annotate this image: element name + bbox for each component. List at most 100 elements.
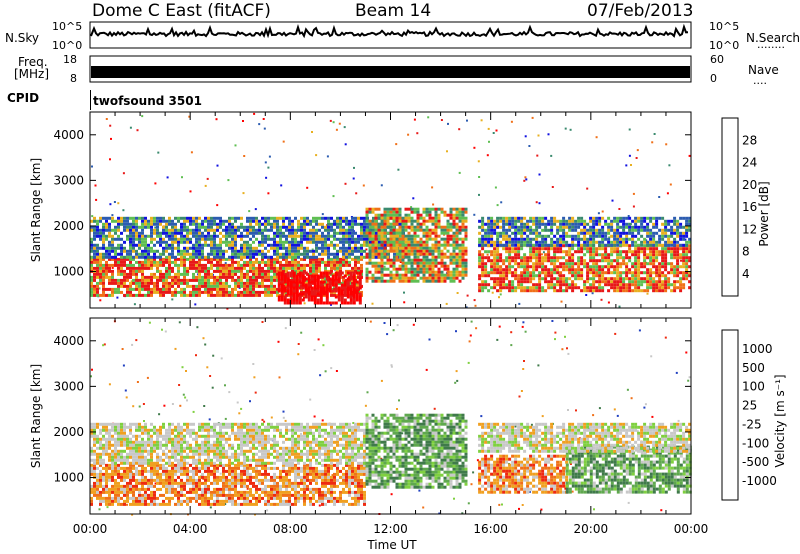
range-cell — [631, 265, 635, 269]
range-cell — [321, 249, 324, 253]
range-cell — [395, 258, 399, 262]
range-cell — [431, 261, 435, 265]
range-cell — [342, 231, 345, 235]
range-cell — [371, 246, 375, 250]
range-cell — [225, 278, 228, 282]
range-cell — [93, 249, 96, 253]
range-cell — [514, 231, 518, 235]
range-cell — [343, 283, 347, 287]
range-cell — [592, 234, 596, 238]
range-cell — [676, 274, 680, 278]
range-cell — [484, 274, 488, 278]
range-cell — [117, 246, 120, 250]
range-cell — [328, 289, 332, 293]
range-cell — [153, 249, 156, 253]
range-cell — [377, 264, 381, 268]
range-cell — [670, 250, 674, 254]
range-cell — [413, 207, 417, 211]
range-cell — [452, 279, 456, 283]
range-cell — [643, 247, 647, 251]
range-cell — [210, 272, 213, 276]
range-cell — [386, 237, 390, 241]
range-cell — [499, 225, 503, 229]
scatter-cell — [171, 298, 174, 301]
range-cell — [481, 274, 485, 278]
range-cell — [541, 234, 545, 238]
range-cell — [267, 219, 270, 223]
range-cell — [141, 263, 144, 267]
range-cell — [168, 260, 171, 264]
range-cell — [231, 275, 234, 279]
range-cell — [324, 246, 327, 250]
range-cell — [419, 240, 423, 244]
range-cell — [592, 247, 596, 251]
range-cell — [425, 243, 429, 247]
range-cell — [165, 257, 168, 261]
scatter-cell — [224, 262, 227, 265]
range-cell — [90, 293, 93, 297]
range-cell — [273, 237, 276, 241]
range-cell — [159, 278, 162, 282]
range-cell — [553, 247, 557, 251]
range-cell — [228, 266, 231, 270]
range-cell — [565, 283, 569, 287]
range-cell — [204, 284, 207, 288]
range-cell — [180, 228, 183, 232]
range-cell — [520, 231, 524, 235]
range-cell — [484, 243, 488, 247]
range-cell — [371, 210, 375, 214]
range-cell — [643, 250, 647, 254]
range-cell — [643, 262, 647, 266]
range-cell — [231, 240, 234, 244]
scatter-cell — [664, 336, 667, 339]
range-cell — [321, 231, 324, 235]
range-cell — [243, 246, 246, 250]
scatter-cell — [113, 201, 116, 203]
range-cell — [634, 250, 638, 254]
range-cell — [643, 244, 647, 248]
range-cell — [589, 253, 593, 257]
power-colorbar-label: Power [dB] — [757, 181, 771, 246]
range-cell — [231, 222, 234, 226]
range-cell — [502, 219, 506, 223]
range-cell — [655, 243, 659, 247]
range-cell — [443, 240, 447, 244]
range-cell — [270, 246, 273, 250]
range-cell — [517, 265, 521, 269]
scatter-cell — [331, 474, 334, 477]
range-cell — [216, 234, 219, 238]
range-cell — [358, 301, 362, 305]
range-cell — [568, 250, 572, 254]
range-cell — [490, 243, 494, 247]
range-cell — [237, 263, 240, 267]
range-cell — [237, 275, 240, 279]
range-cell — [374, 261, 378, 265]
scatter-cell — [133, 303, 136, 306]
range-cell — [416, 243, 420, 247]
range-cell — [586, 240, 590, 244]
scatter-cell — [111, 266, 114, 269]
range-cell — [368, 210, 372, 214]
range-cell — [622, 283, 626, 287]
range-cell — [327, 249, 330, 253]
range-cell — [294, 231, 297, 235]
range-cell — [520, 240, 524, 244]
range-cell — [298, 274, 302, 278]
range-cell — [404, 243, 408, 247]
range-cell — [264, 255, 267, 259]
range-cell — [544, 234, 548, 238]
range-cell — [517, 280, 521, 284]
range-cell — [234, 278, 237, 282]
range-cell — [105, 237, 108, 241]
range-cell — [123, 240, 126, 244]
range-cell — [676, 262, 680, 266]
range-cell — [529, 274, 533, 278]
range-cell — [526, 277, 530, 281]
range-cell — [291, 260, 294, 264]
range-cell — [165, 260, 168, 264]
range-cell — [156, 225, 159, 229]
range-cell — [371, 261, 375, 265]
range-cell — [240, 263, 243, 267]
range-cell — [670, 243, 674, 247]
power-data — [90, 112, 692, 310]
